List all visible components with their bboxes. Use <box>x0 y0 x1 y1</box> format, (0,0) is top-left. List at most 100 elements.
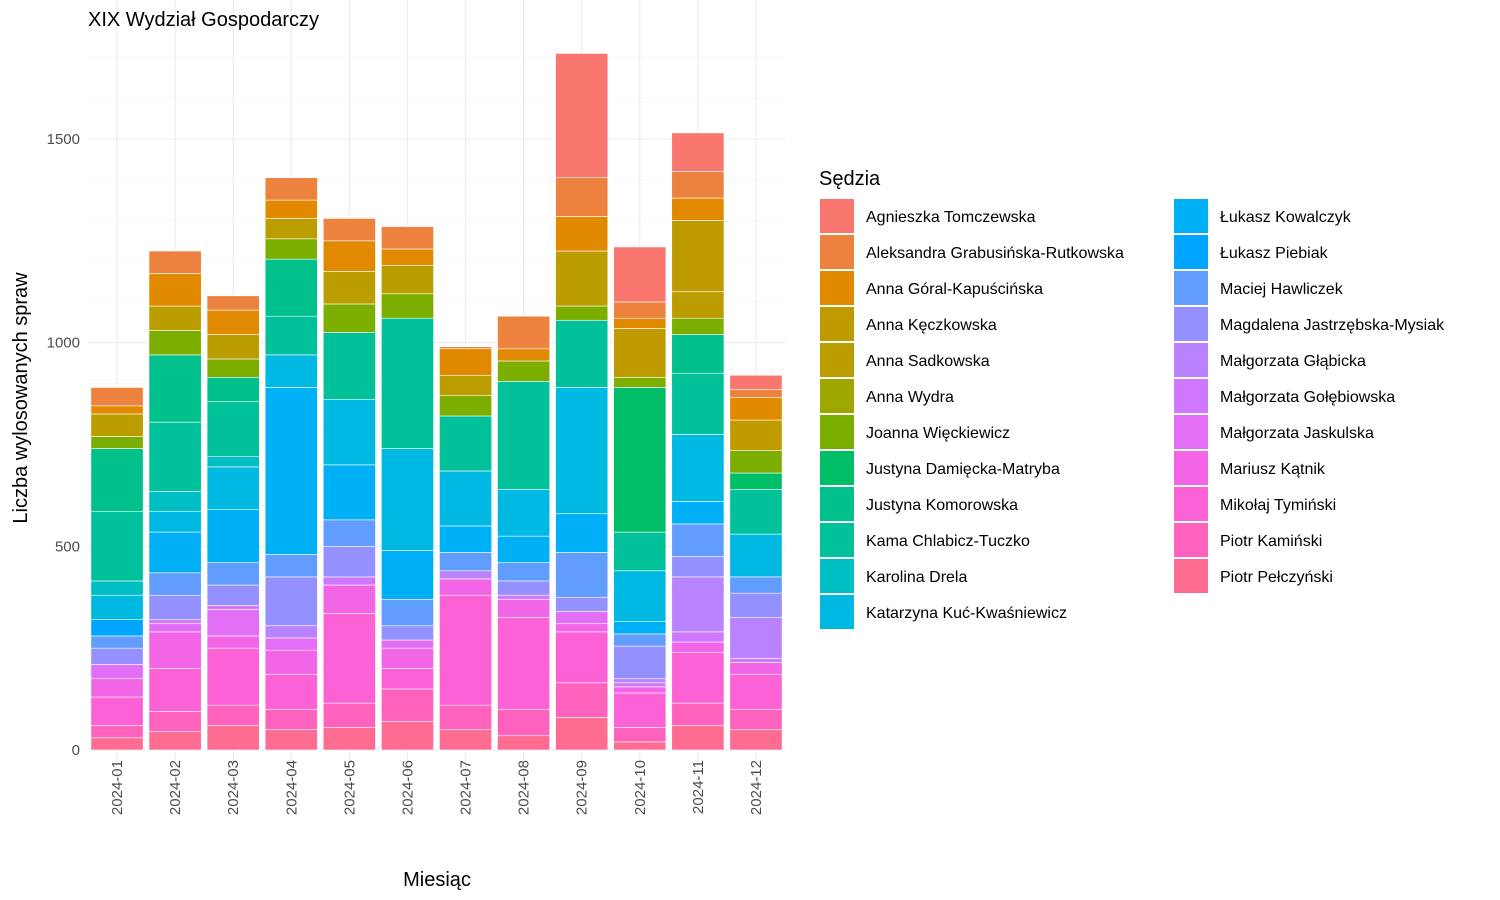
bar-segment <box>497 735 551 751</box>
bar-segment <box>148 594 202 620</box>
legend-key <box>820 523 854 557</box>
legend-key <box>820 343 854 377</box>
x-tick-label: 2024-05 <box>341 760 358 815</box>
bar-segment <box>322 576 376 586</box>
bar-segment <box>148 511 202 533</box>
bar-segment <box>439 395 492 417</box>
y-axis-title: Liczba wylosowanych spraw <box>10 272 32 524</box>
bar-segment <box>264 387 318 555</box>
legend-key <box>820 487 854 521</box>
bar-segment <box>497 562 551 582</box>
bar-segment <box>439 415 492 472</box>
legend-label: Anna Wydra <box>866 389 954 406</box>
bar-segment <box>729 708 783 730</box>
legend-key <box>820 379 854 413</box>
bar-segment <box>90 387 144 407</box>
bar-segment <box>206 466 260 510</box>
x-tick-label: 2024-07 <box>458 760 475 815</box>
legend-label: Justyna Damięcka-Matryba <box>866 461 1060 478</box>
bar-segment <box>381 293 434 319</box>
legend-key <box>820 415 854 449</box>
bar-segment <box>439 570 492 580</box>
bar-segment <box>613 317 667 329</box>
legend-key <box>820 451 854 485</box>
bar-segment <box>613 633 667 647</box>
x-tick-label: 2024-02 <box>167 760 184 815</box>
legend-key <box>820 235 854 269</box>
bar-segment <box>264 315 318 356</box>
bar-segment <box>555 623 609 633</box>
legend: Sędzia Agnieszka Tomczewska Aleksandra Gr… <box>819 168 1445 629</box>
bar-segment <box>729 592 783 618</box>
bar-segment <box>439 552 492 572</box>
bar-segment <box>90 511 144 582</box>
legend-label: Małgorzata Głąbicka <box>1220 353 1366 370</box>
y-tick-label: 500 <box>55 538 80 555</box>
y-tick-label: 1000 <box>47 335 80 352</box>
bar-segment <box>671 725 725 751</box>
bar-segment <box>439 346 492 350</box>
bar-segment <box>381 317 434 449</box>
bar-segment <box>671 334 725 374</box>
bar-segment <box>206 562 260 586</box>
x-axis-title: Miesiąc <box>403 869 471 891</box>
bar-segment <box>439 470 492 527</box>
bar-segment <box>613 678 667 684</box>
legend-label: Piotr Pełczyński <box>1220 569 1333 586</box>
bar-segment <box>613 531 667 572</box>
bar-segment <box>439 729 492 751</box>
bar-segment <box>206 295 260 311</box>
bar-segment <box>264 177 318 201</box>
bar-segment <box>206 358 260 378</box>
legend-label: Mariusz Kątnik <box>1220 461 1326 478</box>
bar-segment <box>555 387 609 515</box>
bar-segment <box>729 489 783 535</box>
bar-segment <box>439 525 492 553</box>
legend-key <box>1174 559 1208 593</box>
legend-label: Małgorzata Gołębiowska <box>1220 389 1395 406</box>
legend-key <box>1174 235 1208 269</box>
bar-segment <box>90 737 144 751</box>
bar-segment <box>671 641 725 653</box>
bar-segment <box>322 464 376 521</box>
x-tick-label: 2024-01 <box>109 760 126 815</box>
bar-segment <box>671 434 725 502</box>
bar-segment <box>671 631 725 643</box>
bar-segment <box>671 702 725 726</box>
bar-segment <box>90 448 144 513</box>
bar-segment <box>613 621 667 635</box>
bar-segment <box>381 639 434 649</box>
bar-segment <box>497 598 551 618</box>
legend-label: Joanna Więckiewicz <box>866 425 1010 442</box>
bar-segment <box>206 334 260 360</box>
bar-segment <box>264 554 318 578</box>
bar-segment <box>90 696 144 726</box>
bar-segment <box>729 729 783 751</box>
legend-label: Karolina Drela <box>866 569 967 586</box>
bar-segment <box>381 550 434 600</box>
bar-segment <box>555 596 609 612</box>
bar-segment <box>497 381 551 490</box>
bar-segment <box>729 674 783 710</box>
bar-segment <box>90 580 144 596</box>
bar-segment <box>148 491 202 513</box>
bar-segment <box>148 250 202 274</box>
legend-key <box>820 271 854 305</box>
legend-key <box>820 595 854 629</box>
bar-segment <box>264 708 318 730</box>
bar-segment <box>671 576 725 633</box>
bar-segment <box>497 360 551 382</box>
bar-segment <box>381 264 434 295</box>
bar-segment <box>555 177 609 217</box>
bar-segment <box>148 631 202 669</box>
bar-segment <box>264 258 318 317</box>
bar-segment <box>322 399 376 466</box>
bar-segment <box>322 727 376 751</box>
bar-segment <box>439 704 492 730</box>
chart-title: XIX Wydział Gospodarczy <box>88 9 319 31</box>
bar-segment <box>264 218 318 240</box>
bar-segment <box>613 741 667 751</box>
legend-key <box>1174 307 1208 341</box>
bar-segment <box>555 631 609 684</box>
legend-label: Maciej Hawliczek <box>1220 281 1344 298</box>
